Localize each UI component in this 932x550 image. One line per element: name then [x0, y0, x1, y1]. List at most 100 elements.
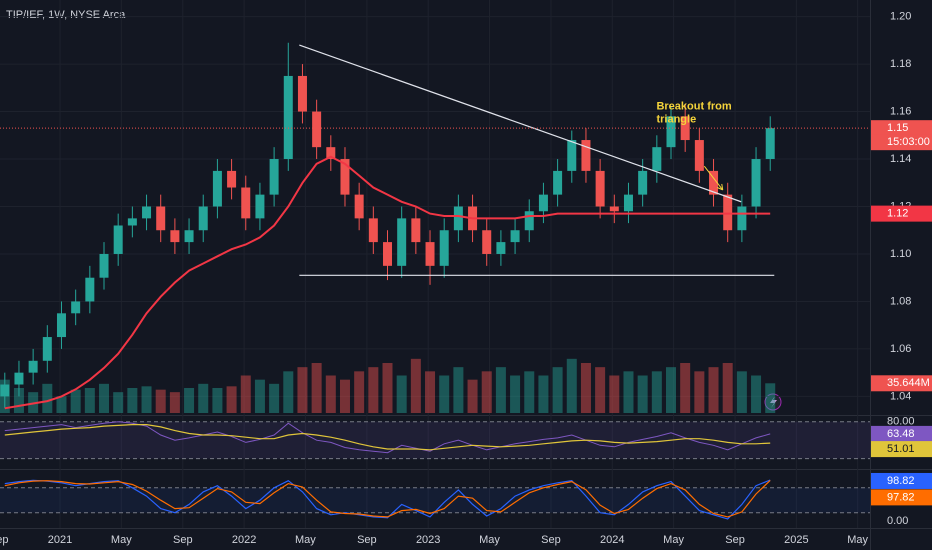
rsi-line — [4, 421, 771, 454]
y-tick-label: 1.18 — [890, 58, 911, 70]
volume-bar — [609, 375, 620, 413]
candle-body — [269, 159, 279, 195]
y-tick-label: 1.04 — [890, 390, 911, 402]
candle-body — [609, 206, 619, 212]
candle-body — [623, 194, 633, 212]
volume-bar — [311, 363, 322, 413]
trendline — [299, 44, 742, 203]
volume-bar — [354, 371, 365, 413]
volume-bar — [467, 379, 478, 413]
volume-bar — [198, 383, 209, 413]
stoch-d-value-box — [871, 489, 932, 506]
x-tick-label: 2022 — [232, 534, 256, 546]
rsi-band — [0, 421, 870, 459]
volume-bar — [425, 371, 436, 413]
candle-body — [56, 313, 66, 338]
volume-bar — [99, 383, 110, 413]
volume-bar — [623, 371, 634, 413]
rsi-value-box — [871, 425, 932, 442]
x-tick-label: Sep — [0, 534, 9, 546]
volume-bar — [580, 363, 591, 413]
candle-body — [340, 159, 350, 195]
candle-body — [99, 253, 109, 278]
stoch-k-line — [4, 479, 771, 520]
candle-body — [496, 242, 506, 254]
x-tick-label: 2021 — [48, 534, 72, 546]
volume-bar — [13, 388, 24, 413]
candle-body — [595, 170, 605, 207]
volume-bar — [113, 392, 124, 413]
stoch-k-value: 98.82 — [887, 475, 915, 487]
volume-bar — [254, 379, 265, 413]
volume-bar — [552, 367, 563, 413]
volume-bar — [70, 389, 81, 413]
y-tick-label: 1.08 — [890, 295, 911, 307]
candle-body — [709, 170, 719, 195]
volume-bar — [566, 358, 577, 413]
rsi-ma-value-box — [871, 441, 932, 458]
volume-bar — [481, 371, 492, 413]
candle-body — [241, 187, 251, 219]
candle-body — [553, 170, 563, 195]
candle-body — [538, 194, 548, 212]
x-tick-label: Sep — [725, 534, 745, 546]
candle-body — [255, 194, 265, 219]
volume-bar — [42, 383, 53, 413]
stoch-d-value: 97.82 — [887, 491, 915, 503]
volume-bar — [169, 392, 180, 413]
candle-body — [694, 140, 704, 171]
candle-body — [14, 372, 24, 385]
volume-bar — [283, 371, 294, 413]
volume-bar — [651, 371, 662, 413]
candle-body — [354, 194, 364, 219]
volume-bar — [595, 367, 606, 413]
y-tick-label: 1.06 — [890, 343, 911, 355]
volume-bar — [538, 375, 549, 413]
candle-body — [652, 147, 662, 171]
volume-value: 35.644M — [887, 377, 930, 389]
rsi-value: 63.48 — [887, 428, 915, 440]
volume-bar — [708, 367, 719, 413]
volume-bar — [410, 358, 421, 413]
candle-body — [198, 206, 208, 231]
candle-body — [326, 147, 336, 160]
x-tick-label: Sep — [541, 534, 561, 546]
candle-body — [283, 75, 293, 160]
volume-bar — [524, 371, 535, 413]
volume-bar — [722, 363, 733, 413]
volume-bar — [226, 386, 237, 413]
y-tick-label: 1.10 — [890, 248, 911, 260]
candle-body — [170, 230, 180, 243]
ma-value-box — [871, 205, 932, 222]
candle-body — [85, 277, 95, 302]
volume-bar — [694, 371, 705, 413]
volume-bar — [382, 363, 393, 413]
x-tick-label: Sep — [173, 534, 193, 546]
candle-body — [510, 230, 520, 243]
candle-body — [482, 230, 492, 254]
candle-body — [0, 384, 10, 397]
candle-body — [411, 218, 421, 243]
candle-body — [666, 116, 676, 148]
candle-body — [425, 242, 435, 266]
volume-bar — [269, 383, 280, 413]
stoch-tick-label: 0.00 — [887, 515, 908, 527]
x-tick-label: 2025 — [784, 534, 808, 546]
candle-body — [142, 206, 152, 219]
candle-body — [524, 211, 534, 231]
y-tick-label: 1.14 — [890, 153, 911, 165]
alert-bolt — [770, 396, 777, 408]
volume-bar — [155, 389, 166, 413]
candle-body — [297, 75, 307, 112]
candle-body — [156, 206, 166, 231]
volume-bar — [510, 375, 521, 413]
x-tick-label: May — [295, 534, 316, 546]
x-tick-label: May — [111, 534, 132, 546]
x-tick-label: 2024 — [600, 534, 624, 546]
last-price-box — [871, 120, 932, 137]
moving-average — [4, 155, 771, 410]
volume-bar — [666, 367, 677, 413]
volume-value-box — [871, 375, 932, 392]
volume-bar — [339, 379, 350, 413]
